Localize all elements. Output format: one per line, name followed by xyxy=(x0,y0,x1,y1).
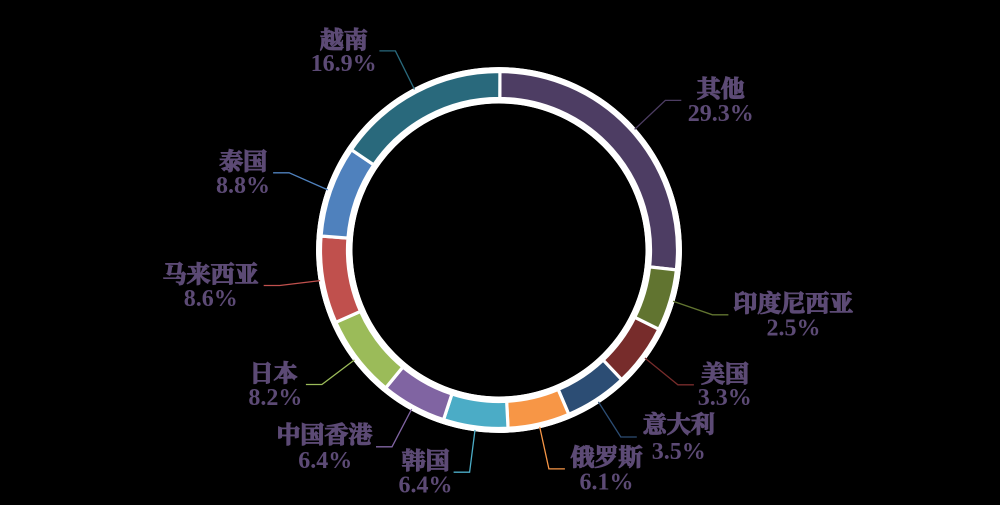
svg-text:3.5%: 3.5% xyxy=(652,439,706,465)
svg-text:2.5%: 2.5% xyxy=(767,315,821,341)
svg-text:29.3%: 29.3% xyxy=(688,101,754,127)
svg-text:6.4%: 6.4% xyxy=(399,473,453,499)
svg-text:3.3%: 3.3% xyxy=(698,385,752,411)
svg-text:8.8%: 8.8% xyxy=(216,173,270,199)
svg-text:8.6%: 8.6% xyxy=(184,286,238,312)
svg-text:6.1%: 6.1% xyxy=(580,470,634,496)
svg-text:6.4%: 6.4% xyxy=(298,448,352,474)
svg-text:16.9%: 16.9% xyxy=(311,51,377,77)
svg-text:8.2%: 8.2% xyxy=(248,385,302,411)
